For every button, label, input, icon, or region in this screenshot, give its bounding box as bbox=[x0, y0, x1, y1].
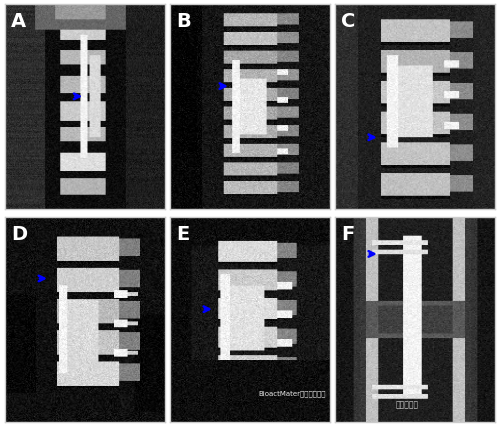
Text: B: B bbox=[176, 12, 191, 32]
Text: D: D bbox=[12, 225, 28, 244]
Text: E: E bbox=[176, 225, 190, 244]
Text: C: C bbox=[342, 12, 355, 32]
Text: A: A bbox=[12, 12, 26, 32]
Text: F: F bbox=[342, 225, 354, 244]
Text: 嘉峪检测网: 嘉峪检测网 bbox=[396, 400, 418, 409]
Text: BioactMater生物活性材料: BioactMater生物活性材料 bbox=[258, 391, 326, 397]
